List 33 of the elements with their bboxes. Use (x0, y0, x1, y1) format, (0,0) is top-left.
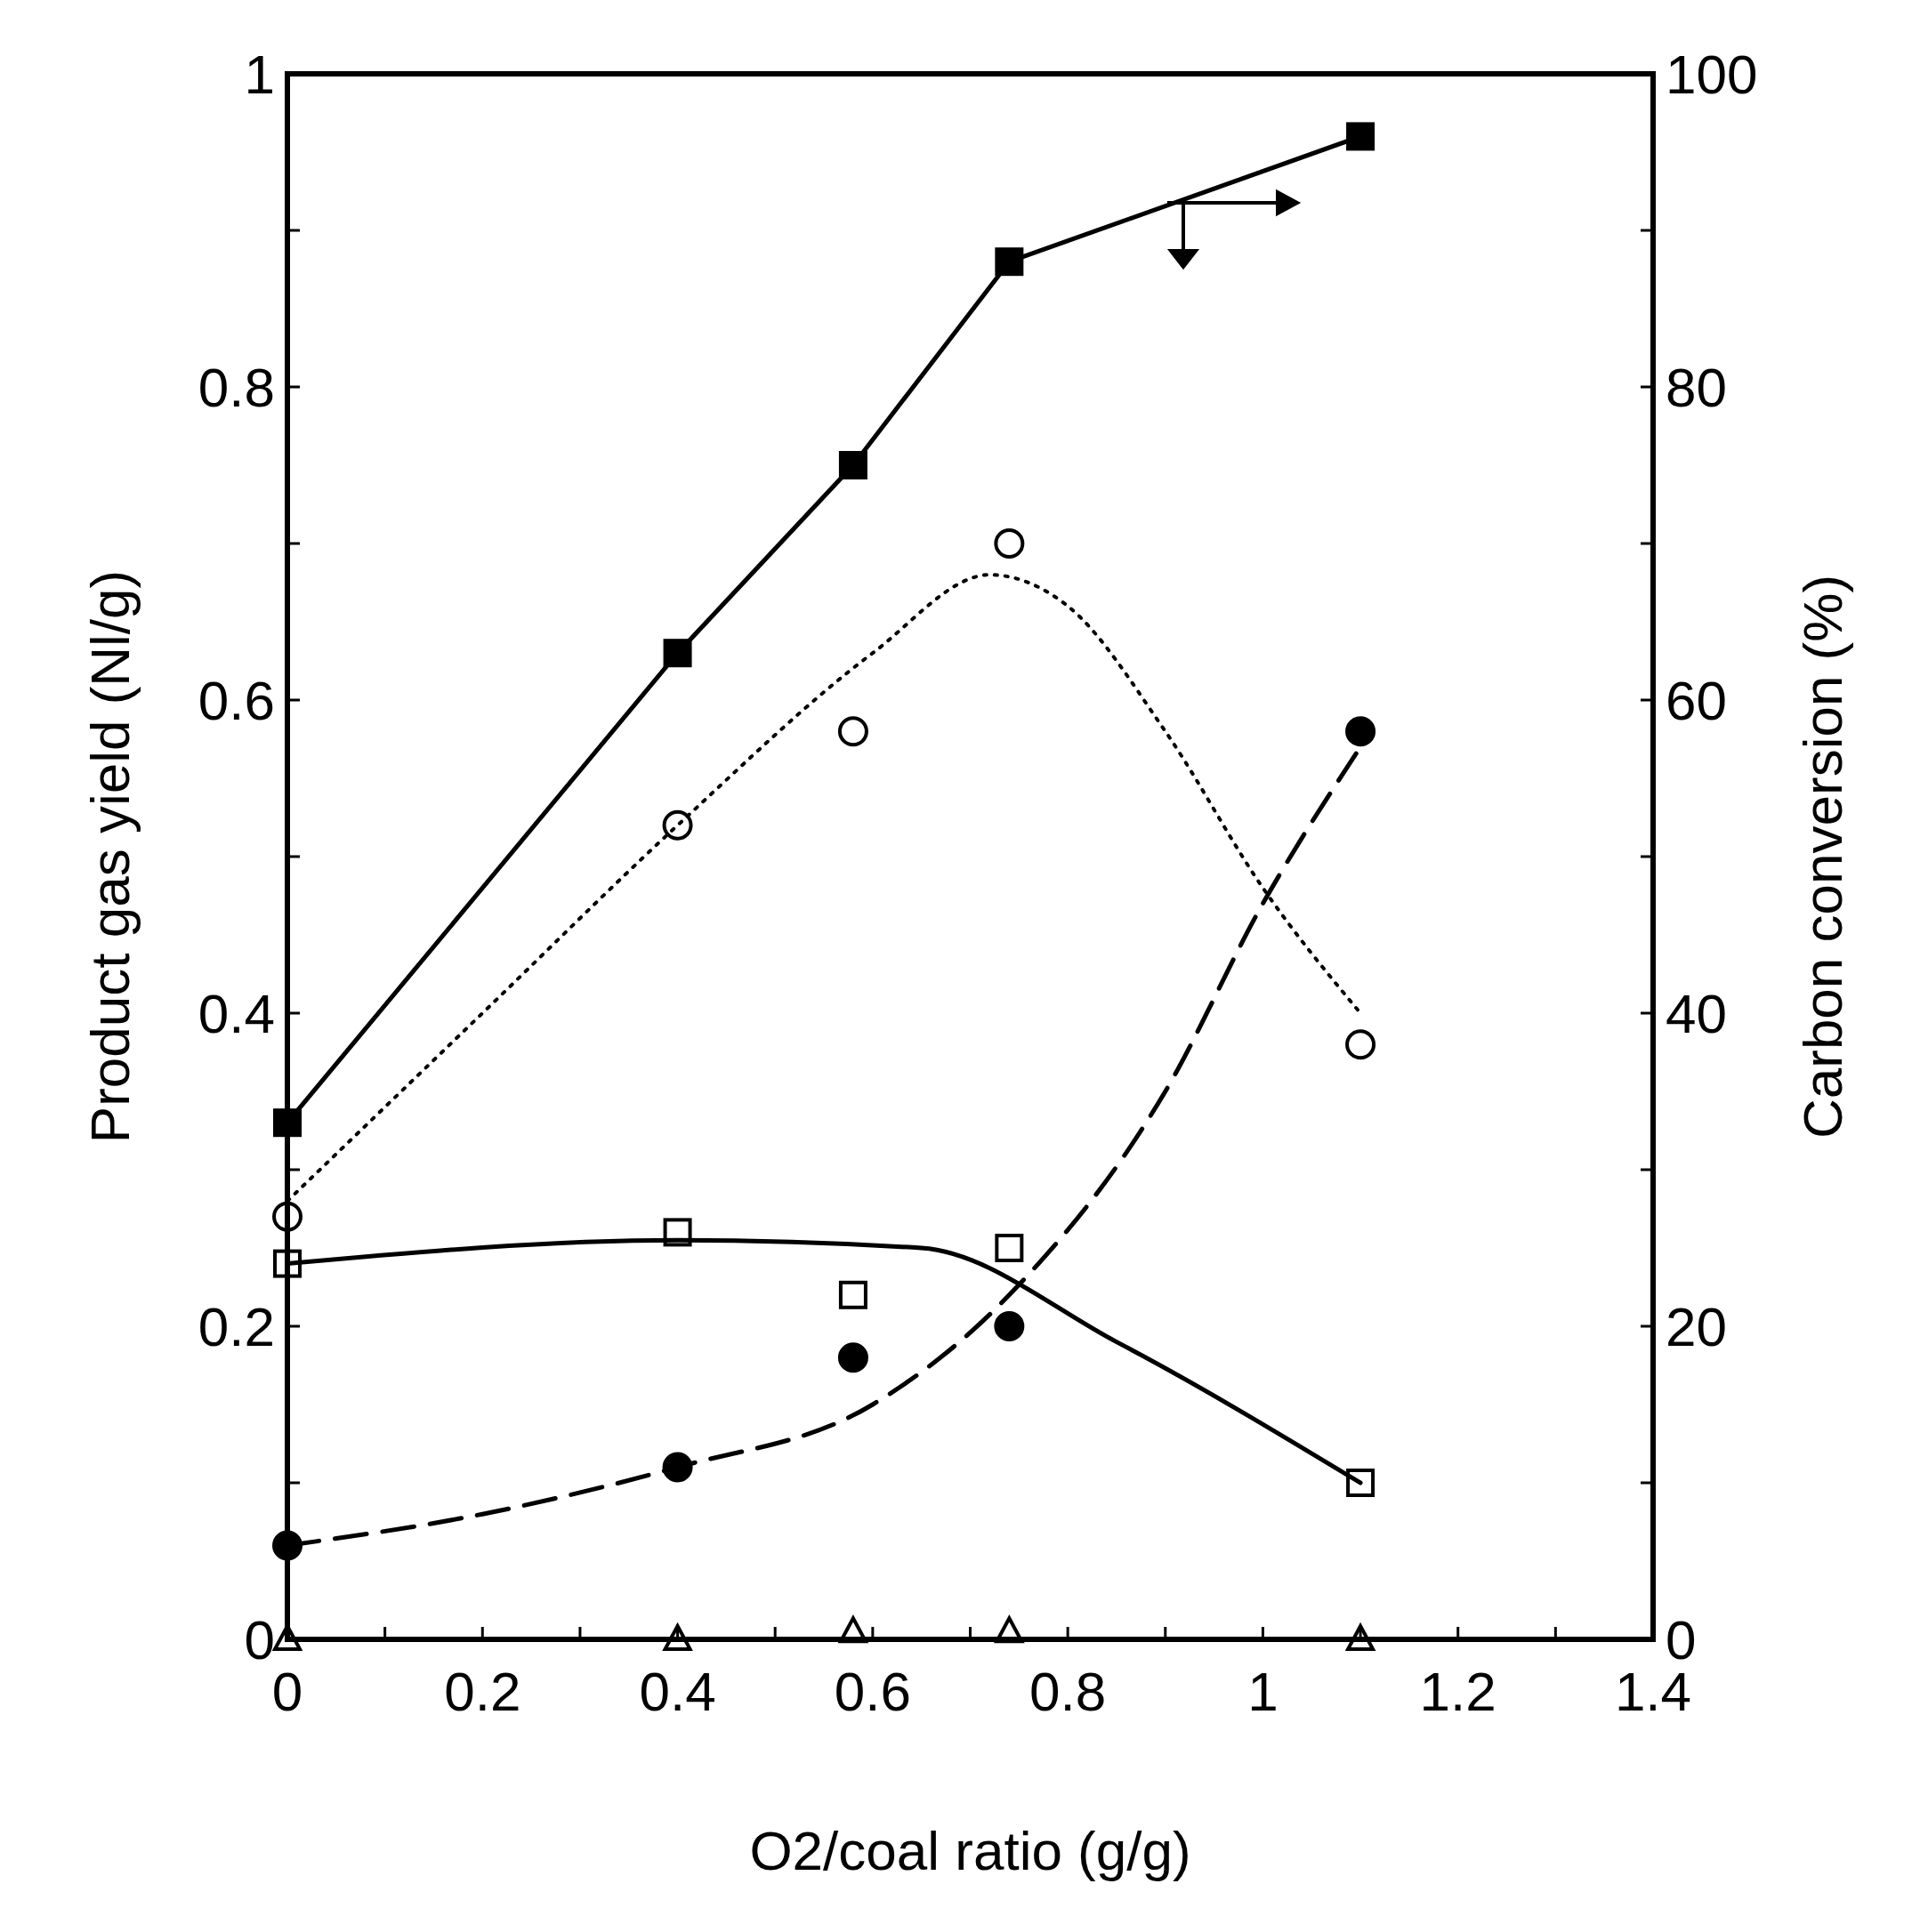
point (1345, 716, 1376, 747)
point (994, 528, 1025, 559)
x-axis-title: O2/coal ratio (g/g) (749, 1820, 1191, 1881)
y2-tick-label: 20 (1666, 1295, 1727, 1357)
y-tick-label: 0.8 (198, 356, 275, 418)
y-tick-label: 0.2 (198, 1295, 275, 1357)
y2-axis-title: Carbon conversion (%) (1791, 574, 1853, 1139)
y-tick-label: 1 (244, 43, 275, 105)
x-tick-label: 0.8 (1029, 1661, 1107, 1722)
x-tick-label: 1.2 (1419, 1661, 1496, 1722)
point (837, 716, 868, 747)
y-tick-label: 0.4 (198, 982, 275, 1044)
y2-tick-label: 80 (1666, 356, 1727, 418)
point (838, 1280, 867, 1309)
y2-tick-label: 40 (1666, 982, 1727, 1044)
point (663, 639, 692, 668)
point (995, 247, 1024, 277)
y-axis-title: Product gas yield (Nl/g) (78, 569, 141, 1144)
y-tick-label: 0.6 (198, 669, 275, 731)
point (662, 809, 693, 841)
x-tick-label: 0.2 (444, 1661, 521, 1722)
x-tick-label: 1 (1247, 1661, 1279, 1722)
point (995, 1234, 1024, 1262)
point (838, 451, 867, 479)
point (994, 1311, 1025, 1341)
y2-tick-label: 100 (1666, 43, 1758, 105)
point (837, 1342, 868, 1373)
point (1346, 122, 1375, 151)
x-tick-label: 0.4 (639, 1661, 716, 1722)
y2-tick-label: 60 (1666, 669, 1727, 731)
y-tick-label: 0 (244, 1608, 275, 1670)
point (1345, 1029, 1376, 1060)
x-tick-label: 0.6 (834, 1661, 911, 1722)
